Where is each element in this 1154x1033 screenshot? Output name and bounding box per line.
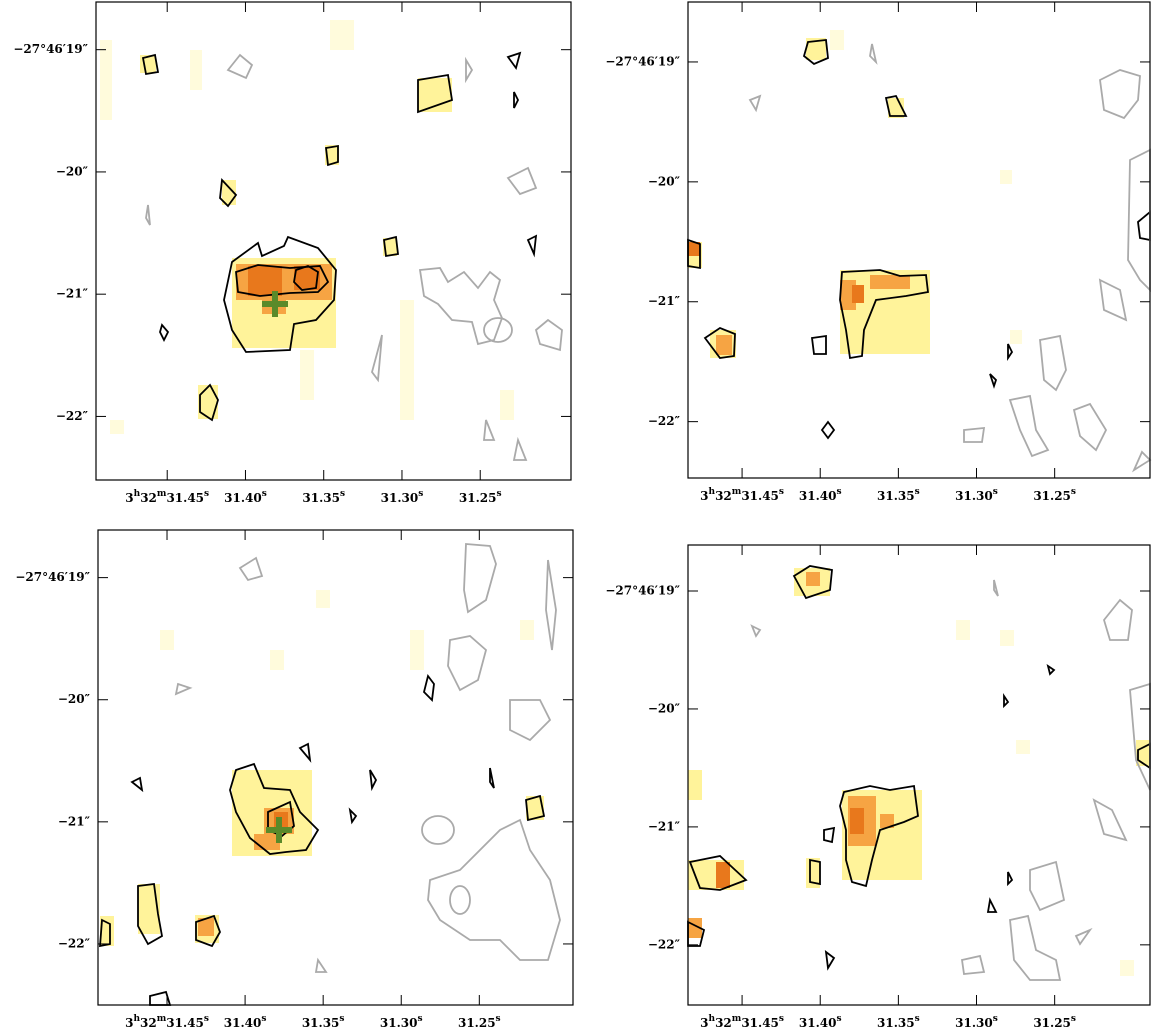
y-tick-label: −20″ [58,692,91,706]
x-tick-label: 31.35s [302,1014,345,1030]
y-tick-label: −22″ [648,937,681,951]
plot-frame [687,1,1151,479]
y-tick-label: −22″ [56,409,89,423]
panel-4-image [687,565,1151,981]
y-tick-label: −21″ [648,819,681,833]
x-tick-label: 31.25s [458,1014,501,1030]
y-tick-label: −27°46′19″ [605,54,680,68]
plot-frame [95,1,572,481]
x-tick-label: 31.25s [459,489,502,505]
x-tick-label: 31.30s [955,487,998,503]
x-tick-label: 31.25s [1033,1014,1076,1030]
y-tick-label: −20″ [648,701,681,715]
x-tick-label: 31.35s [877,1014,920,1030]
x-tick-label: 3h32m31.45s [125,489,209,505]
x-tick-label: 31.25s [1033,487,1076,503]
y-tick-label: −21″ [648,294,681,308]
y-tick-label: −22″ [648,414,681,428]
y-tick-label: −27°46′19″ [605,584,680,598]
y-tick-label: −20″ [648,174,681,188]
x-tick-label: 31.30s [380,1014,423,1030]
panel-2-image [687,30,1152,473]
panel-1-image [100,20,563,461]
x-tick-label: 31.30s [381,489,424,505]
panel-3-image [99,543,561,1006]
x-tick-label: 31.40s [224,489,267,505]
plot-frame [97,529,574,1006]
y-tick-label: −21″ [56,287,89,301]
y-tick-label: −27°46′19″ [15,570,90,584]
plot-frame [687,544,1151,1006]
x-tick-label: 31.35s [877,487,920,503]
x-tick-label: 31.40s [799,1014,842,1030]
x-tick-label: 3h32m31.45s [125,1014,209,1030]
x-tick-label: 31.40s [799,487,842,503]
x-tick-label: 31.30s [955,1014,998,1030]
x-tick-label: 3h32m31.45s [700,487,784,503]
y-tick-label: −27°46′19″ [13,42,88,56]
x-tick-label: 31.35s [302,489,345,505]
y-tick-label: −22″ [58,936,91,950]
x-tick-label: 3h32m31.45s [700,1014,784,1030]
y-tick-label: −20″ [56,164,89,178]
x-tick-label: 31.40s [224,1014,267,1030]
y-tick-label: −21″ [58,814,91,828]
